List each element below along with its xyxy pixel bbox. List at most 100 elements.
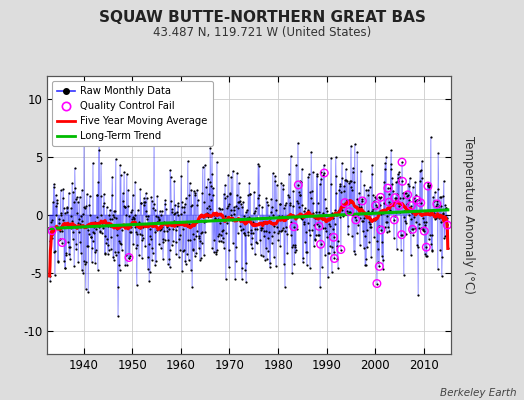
Point [366,224,375,231]
Point [253,226,261,232]
Point [254,160,263,167]
Point [199,164,207,170]
Point [77,250,85,256]
Point [369,192,377,198]
Point [319,172,328,178]
Point [254,195,262,202]
Point [328,210,336,216]
Point [332,173,340,179]
Point [88,244,96,251]
Point [344,223,352,229]
Point [422,252,430,259]
Point [76,239,84,245]
Point [106,223,115,230]
Point [365,239,374,245]
Point [443,222,452,228]
Point [119,203,128,209]
Point [297,179,305,185]
Point [397,247,406,254]
Point [104,250,112,257]
Point [360,214,368,221]
Point [439,210,447,217]
Point [400,208,408,214]
Point [251,251,259,258]
Point [53,258,62,264]
Point [415,225,423,232]
Point [49,230,58,236]
Point [139,199,148,205]
Point [188,201,196,208]
Point [407,252,415,258]
Point [61,264,70,271]
Point [395,169,403,176]
Point [261,256,269,263]
Point [154,214,162,220]
Point [401,231,410,237]
Point [290,242,299,249]
Point [400,214,409,220]
Point [146,268,154,275]
Point [435,203,443,209]
Point [199,214,208,220]
Point [323,234,331,240]
Point [165,256,173,262]
Point [423,182,432,188]
Point [289,203,297,210]
Point [394,178,402,184]
Point [141,190,150,196]
Point [106,233,115,240]
Point [150,228,159,235]
Point [426,208,434,214]
Point [79,270,88,276]
Point [348,169,357,176]
Point [385,228,394,234]
Point [132,244,140,251]
Point [244,232,252,238]
Point [56,236,64,242]
Point [114,312,122,319]
Point [253,240,261,247]
Point [191,190,200,196]
Point [208,245,216,251]
Point [142,207,150,214]
Point [71,196,80,202]
Point [237,201,245,208]
Point [244,192,253,198]
Point [145,240,153,247]
Point [260,220,269,227]
Point [364,192,373,198]
Point [119,198,127,205]
Point [234,205,242,212]
Point [339,212,347,219]
Point [125,254,133,261]
Point [239,213,248,220]
Point [235,199,243,205]
Point [137,232,146,238]
Point [112,156,120,162]
Point [236,198,244,204]
Point [246,191,254,198]
Point [58,228,66,234]
Point [46,278,54,284]
Point [153,193,161,199]
Point [93,192,102,198]
Point [314,232,322,238]
Point [372,202,380,209]
Point [204,210,212,217]
Point [128,192,137,198]
Point [281,202,290,208]
Point [402,219,411,226]
Point [420,219,428,226]
Point [73,210,81,216]
Point [288,244,296,250]
Point [165,264,173,270]
Point [326,231,334,237]
Point [97,160,105,166]
Point [137,200,145,206]
Point [322,208,331,214]
Point [198,190,206,196]
Point [403,192,412,198]
Point [210,237,219,244]
Point [187,187,195,194]
Point [217,206,226,212]
